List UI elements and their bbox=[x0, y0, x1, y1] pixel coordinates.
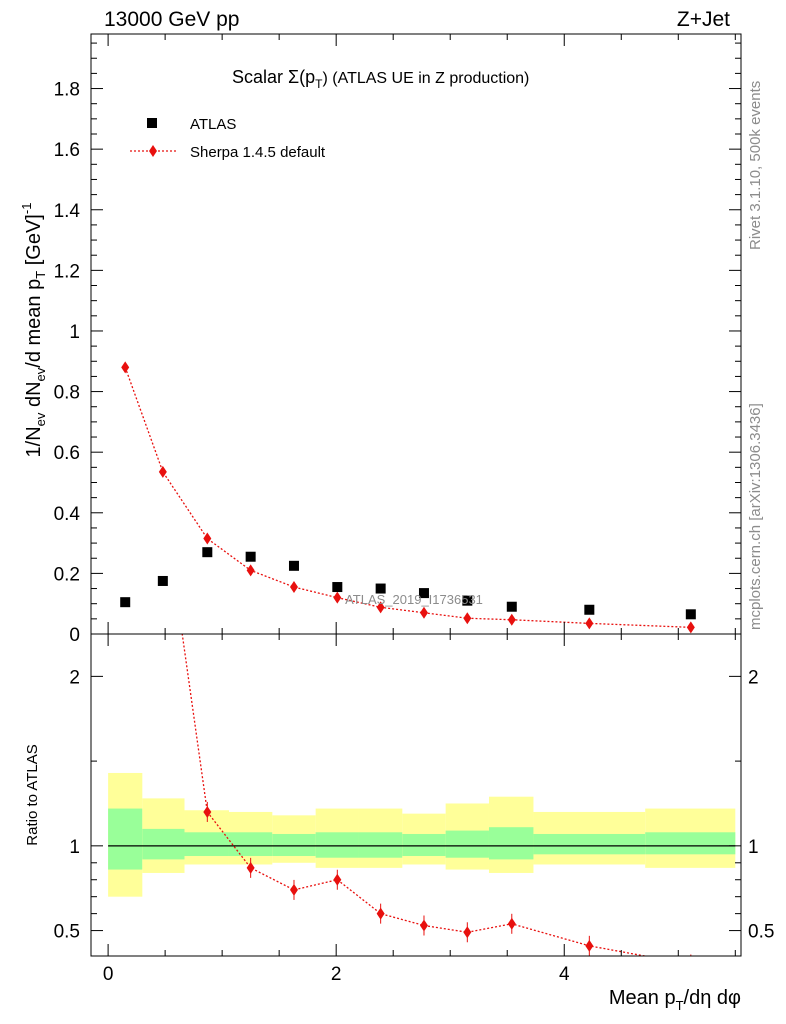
sherpa-point bbox=[419, 606, 428, 619]
analysis-label: ATLAS_2019_I1736531 bbox=[345, 592, 483, 607]
ratio-ytick-label-right: 1 bbox=[748, 837, 759, 858]
band-inner bbox=[445, 830, 489, 858]
ratio-ylabel: Ratio to ATLAS bbox=[24, 744, 41, 845]
sherpa-point bbox=[585, 617, 594, 630]
band-inner bbox=[533, 833, 646, 855]
sherpa-point bbox=[246, 564, 255, 577]
sherpa-point bbox=[463, 612, 472, 625]
atlas-point bbox=[202, 547, 213, 558]
ratio-point bbox=[376, 907, 385, 920]
energy-label: 13000 GeV pp bbox=[104, 8, 239, 31]
main-ytick-label: 0.6 bbox=[54, 443, 80, 464]
band-inner bbox=[402, 833, 446, 857]
legend-atlas-label: ATLAS bbox=[190, 116, 236, 133]
band-inner bbox=[272, 833, 316, 857]
band-inner bbox=[108, 808, 143, 870]
sherpa-point bbox=[507, 613, 516, 626]
main-ytick-label: 1.6 bbox=[54, 140, 80, 161]
ratio-point bbox=[507, 917, 516, 930]
main-ytick-label: 0 bbox=[69, 625, 80, 646]
band-inner bbox=[142, 828, 185, 860]
chart-title-sub: T bbox=[315, 77, 323, 91]
ratio-point bbox=[333, 873, 342, 886]
ratio-point bbox=[463, 926, 472, 939]
band-inner bbox=[645, 832, 736, 855]
ratio-xtick-label: 0 bbox=[103, 964, 114, 985]
ratio-ytick-label: 1 bbox=[69, 837, 80, 858]
main-ytick-label: 1.4 bbox=[54, 201, 81, 222]
ratio-ytick-label: 0.5 bbox=[54, 922, 80, 943]
main-frame bbox=[90, 33, 742, 635]
main-ytick-label: 1.2 bbox=[54, 261, 80, 282]
atlas-point bbox=[157, 575, 168, 586]
sherpa-point bbox=[203, 532, 212, 545]
chart-title-prefix: Scalar Σ(p bbox=[232, 67, 315, 87]
band-inner bbox=[228, 832, 273, 857]
ratio-point bbox=[159, 491, 167, 503]
main-ytick-label: 0.2 bbox=[54, 564, 80, 585]
sherpa-line bbox=[124, 367, 691, 628]
legend-sherpa-marker bbox=[149, 145, 157, 157]
ratio-xtick-label: 2 bbox=[331, 964, 342, 985]
sherpa-point bbox=[158, 465, 167, 478]
band-inner bbox=[488, 827, 534, 860]
ratio-xtick-label: 4 bbox=[559, 964, 570, 985]
band-inner bbox=[358, 832, 403, 858]
ratio-ytick-label: 2 bbox=[69, 667, 80, 688]
ratio-point bbox=[289, 883, 298, 896]
main-ytick-label: 1 bbox=[69, 322, 80, 343]
main-ytick-label: 0.8 bbox=[54, 383, 80, 404]
atlas-point bbox=[332, 582, 343, 593]
legend-sherpa-label: Sherpa 1.4.5 default bbox=[190, 144, 326, 161]
main-ytick-label: 1.8 bbox=[54, 80, 80, 101]
chart-title-suffix: ) (ATLAS UE in Z production) bbox=[323, 70, 530, 87]
ratio-point bbox=[246, 861, 255, 874]
main-panel: 0 0.2 0.4 0.6 0.8 1 1.2 1.4 1.6 1.8 Scalar Σ(pT) … bbox=[19, 33, 742, 646]
main-ylabel: 1/Nev dNev/d mean pT [GeV]-1 bbox=[19, 203, 48, 458]
sherpa-point bbox=[289, 581, 298, 594]
ratio-point bbox=[419, 919, 428, 932]
chart-title: Scalar Σ(pT) (ATLAS UE in Z production) bbox=[232, 67, 529, 91]
sherpa-point bbox=[333, 591, 342, 604]
atlas-point bbox=[245, 551, 256, 562]
ratio-ytick-label-right: 2 bbox=[748, 667, 759, 688]
band-inner bbox=[184, 832, 229, 857]
ratio-point bbox=[585, 939, 594, 952]
legend: ATLAS Sherpa 1.4.5 default bbox=[130, 116, 326, 161]
atlas-point bbox=[506, 601, 517, 612]
sherpa-point bbox=[376, 601, 385, 614]
atlas-point bbox=[584, 604, 595, 615]
sherpa-point bbox=[686, 621, 695, 634]
ratio-frame bbox=[90, 633, 742, 957]
sherpa-point bbox=[121, 361, 130, 374]
atlas-point bbox=[375, 583, 386, 594]
process-label: Z+Jet bbox=[677, 8, 730, 31]
atlas-point bbox=[418, 588, 429, 599]
main-ytick-label: 0.4 bbox=[54, 504, 81, 525]
atlas-point bbox=[288, 560, 299, 571]
ratio-panel: 0.5 0.5 1 1 2 2 0 2 4 Ratio to ATLAS Mean pT/dη … bbox=[24, 491, 774, 1013]
ratio-ytick-label-right: 0.5 bbox=[748, 922, 774, 943]
atlas-point bbox=[120, 597, 131, 608]
atlas-point bbox=[685, 609, 696, 620]
x-axis-label: Mean pT/dη dφ bbox=[609, 987, 741, 1013]
legend-atlas-marker bbox=[147, 118, 157, 128]
rivet-label: Rivet 3.1.10, 500k events bbox=[747, 81, 764, 250]
band-inner bbox=[315, 832, 359, 858]
ratio-point bbox=[203, 805, 212, 818]
ratio-point bbox=[687, 958, 695, 970]
mcplots-label: mcplots.cern.ch [arXiv:1306.3436] bbox=[747, 403, 764, 630]
atlas-point bbox=[462, 595, 473, 606]
